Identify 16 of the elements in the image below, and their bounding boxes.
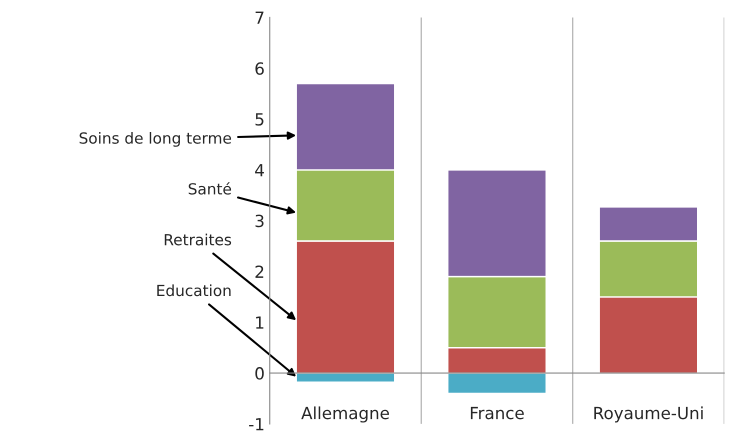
y-tick-label: 5 [256, 113, 264, 126]
x-tick-label: Allemagne [301, 406, 389, 423]
y-tick-label: -1 [249, 418, 264, 430]
text: Retraites [164, 234, 232, 246]
y-tick-label: 4 [255, 164, 264, 176]
text: Education [157, 284, 231, 296]
text: Santé [188, 182, 232, 195]
y-tick-label: 0 [255, 367, 264, 380]
text: Soins de long terme [80, 132, 232, 147]
y-tick-label: 7 [256, 12, 264, 24]
y-tick-label: 2 [255, 265, 264, 278]
x-tick-label: France [470, 406, 524, 420]
x-tick-label: Royaume-Uni [594, 406, 703, 423]
y-tick-label: 3 [256, 214, 264, 228]
y-tick-label: 1 [256, 316, 264, 329]
y-tick-label: 6 [255, 62, 264, 75]
